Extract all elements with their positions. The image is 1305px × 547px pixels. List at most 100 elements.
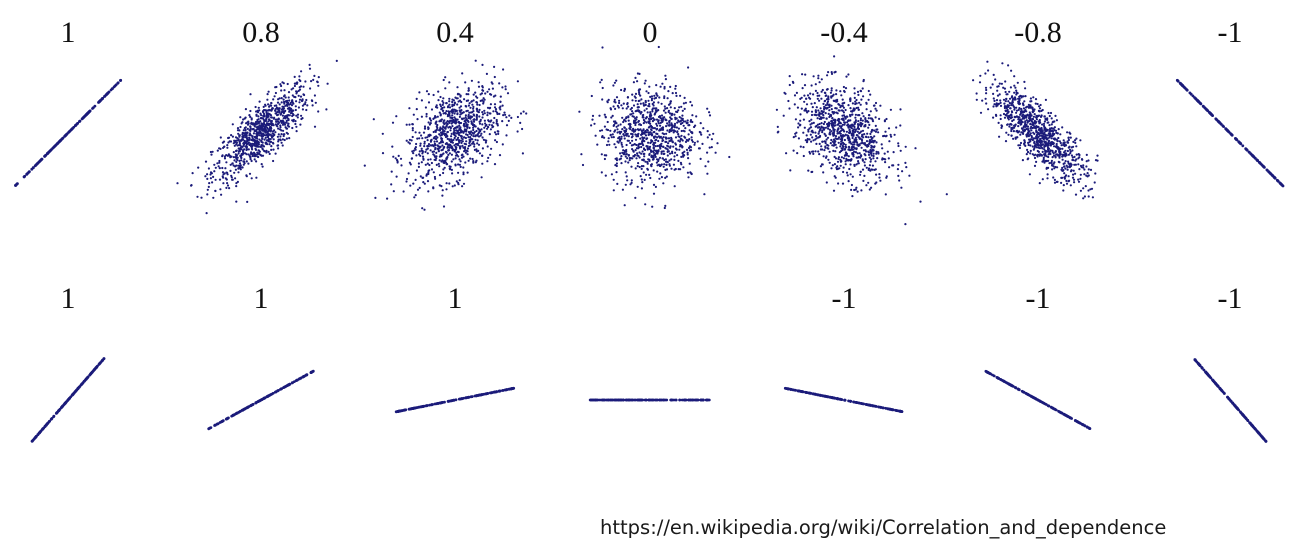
data-point: [1030, 136, 1033, 139]
data-point: [256, 153, 259, 156]
data-point: [297, 94, 300, 97]
data-point: [823, 149, 826, 152]
data-point: [664, 111, 667, 114]
data-point: [1006, 104, 1009, 108]
data-point: [845, 157, 848, 160]
data-point: [1068, 179, 1071, 182]
data-point: [653, 113, 656, 116]
data-point: [665, 147, 668, 150]
data-point: [486, 127, 489, 130]
data-point: [222, 182, 225, 185]
data-point: [71, 126, 74, 130]
data-point: [1061, 126, 1064, 129]
data-point: [645, 90, 648, 93]
data-point: [686, 153, 689, 156]
data-point: [255, 160, 258, 163]
data-point: [668, 120, 671, 123]
data-point: [863, 161, 866, 164]
data-point: [252, 138, 255, 141]
data-point: [636, 109, 639, 112]
data-point: [610, 136, 613, 139]
data-point: [858, 131, 862, 134]
data-point: [458, 163, 461, 166]
data-point: [455, 143, 458, 146]
data-point: [859, 89, 862, 92]
data-point: [618, 130, 621, 133]
data-point: [874, 160, 877, 163]
data-point: [869, 132, 872, 135]
data-point: [231, 162, 234, 165]
data-point: [849, 98, 852, 101]
data-point: [508, 114, 511, 117]
data-point: [475, 148, 478, 151]
data-point: [897, 163, 900, 166]
data-point: [791, 80, 795, 83]
data-point: [91, 370, 94, 374]
data-point: [1013, 84, 1016, 87]
data-point: [606, 100, 609, 103]
data-point: [647, 141, 650, 144]
data-point: [669, 85, 672, 88]
data-point: [453, 184, 456, 187]
data-point: [239, 116, 242, 119]
data-point: [1040, 114, 1043, 117]
data-point: [453, 108, 456, 111]
data-point: [647, 91, 650, 95]
data-point: [666, 161, 669, 164]
data-point: [671, 141, 675, 144]
data-point: [449, 165, 452, 168]
data-point: [458, 115, 461, 118]
data-point: [1068, 166, 1071, 169]
data-point: [400, 164, 403, 167]
data-point: [266, 122, 269, 126]
data-point: [819, 112, 822, 115]
data-point: [853, 130, 857, 134]
data-point: [470, 133, 473, 136]
data-point: [474, 134, 478, 137]
data-point: [832, 93, 835, 96]
data-point: [1016, 115, 1020, 119]
data-point: [242, 136, 245, 139]
data-point: [226, 173, 229, 176]
data-point: [64, 400, 68, 404]
data-point: [216, 162, 219, 165]
data-point: [1013, 108, 1016, 111]
data-point: [621, 145, 624, 148]
data-point: [892, 164, 895, 167]
data-point: [662, 136, 665, 139]
data-point: [788, 83, 791, 87]
data-point: [616, 140, 619, 143]
data-point: [262, 122, 265, 125]
data-point: [264, 134, 267, 137]
data-point: [633, 121, 637, 124]
data-point: [424, 163, 427, 166]
data-point: [987, 108, 990, 111]
data-point: [1061, 166, 1064, 169]
data-point: [56, 141, 60, 145]
data-point: [493, 106, 497, 109]
data-point: [665, 175, 668, 178]
data-point: [846, 121, 849, 124]
data-point: [668, 140, 671, 143]
data-point: [638, 91, 641, 94]
data-point: [473, 131, 476, 134]
data-point: [291, 109, 294, 112]
data-point: [477, 143, 481, 146]
data-point: [864, 117, 867, 120]
data-point: [290, 88, 293, 91]
data-point: [250, 122, 253, 125]
data-point: [612, 178, 615, 181]
data-point: [847, 104, 850, 107]
data-point: [665, 132, 668, 135]
data-point: [466, 171, 469, 174]
data-point: [501, 86, 504, 89]
data-point: [493, 131, 497, 134]
data-point: [395, 115, 398, 118]
data-point: [277, 133, 280, 136]
data-point: [1031, 123, 1034, 126]
data-point: [618, 99, 621, 102]
data-point: [247, 162, 250, 165]
data-point: [1032, 96, 1035, 99]
data-point: [817, 150, 820, 153]
data-point: [1057, 128, 1060, 131]
